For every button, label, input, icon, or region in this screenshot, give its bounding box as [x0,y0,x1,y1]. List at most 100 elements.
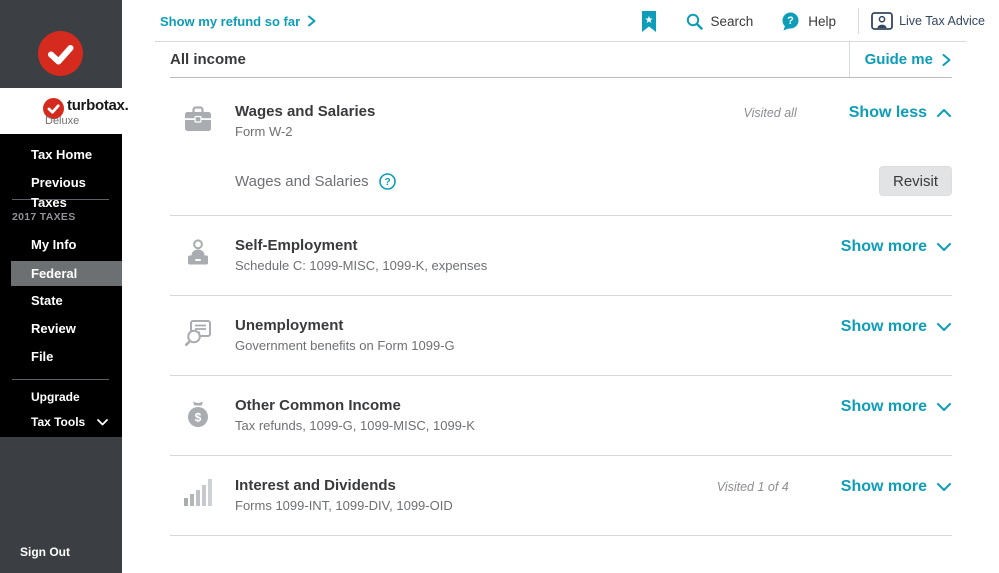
briefcase-icon [183,105,213,133]
row-right: Visited all Show less [743,104,952,122]
show-more-link[interactable]: Show more [841,238,952,256]
chevron-right-icon [308,15,316,27]
help-circle-icon[interactable]: ? [378,172,396,190]
show-refund-link[interactable]: Show my refund so far [160,14,317,29]
visited-status: Visited all [743,106,797,120]
logo-title: turbotax. [67,97,129,114]
live-tax-advice-button[interactable]: Live Tax Advice [871,12,985,30]
chevron-right-icon [942,53,951,66]
row-text: Unemployment Government benefits on Form… [235,317,455,354]
income-subtitle: Schedule C: 1099-MISC, 1099-K, expenses [235,258,488,273]
chevron-down-icon [937,483,951,491]
income-subtitle: Form W-2 [235,124,293,139]
row-main: Wages and Salaries Form W-2 Visited all … [170,103,952,140]
page-header: All income Guide me [170,42,952,78]
row-text: Other Common Income Tax refunds, 1099-G,… [235,397,475,434]
toggle-label: Show more [840,478,927,495]
chevron-down-icon [937,323,951,331]
show-more-link[interactable]: Show more [841,318,952,336]
row-right: Visited 1 of 4 Show more [717,478,952,496]
row-main: Interest and Dividends Forms 1099-INT, 1… [170,477,952,514]
sub-item-label: Wages and Salaries [235,172,369,190]
money-bag-icon: $ [183,399,213,428]
sidebar-item-upgrade[interactable]: Upgrade [31,390,80,404]
income-category-list: Wages and Salaries Form W-2 Visited all … [170,78,952,536]
turbotax-logo: turbotax. Deluxe [0,88,129,134]
row-main: $ Other Common Income Tax refunds, 1099-… [170,397,952,434]
income-row-other-common: $ Other Common Income Tax refunds, 1099-… [170,376,952,456]
sidebar-item-state[interactable]: State [31,293,63,308]
tax-tools-label: Tax Tools [31,415,86,429]
sidebar-divider [12,379,109,380]
income-subtitle: Tax refunds, 1099-G, 1099-MISC, 1099-K [235,418,475,433]
income-subtitle: Forms 1099-INT, 1099-DIV, 1099-OID [235,498,453,513]
toggle-label: Show more [840,318,927,335]
revisit-button[interactable]: Revisit [879,166,952,196]
chevron-up-icon [937,109,951,117]
income-title: Self-Employment [235,237,358,254]
sidebar-divider [12,199,109,200]
income-row-interest-dividends: Interest and Dividends Forms 1099-INT, 1… [170,456,952,536]
guide-me-label: Guide me [864,51,933,68]
sidebar-item-file[interactable]: File [31,349,54,364]
topbar-actions: ★ Search ? Help [641,8,985,34]
document-search-icon [183,319,213,347]
show-less-link[interactable]: Show less [849,104,952,122]
income-title: Unemployment [235,317,344,334]
svg-text:$: $ [195,411,202,425]
chevron-down-icon [97,418,108,425]
help-icon: ? [782,12,799,30]
chevron-down-icon [937,243,951,251]
row-main: Self-Employment Schedule C: 1099-MISC, 1… [170,237,952,274]
show-refund-label: Show my refund so far [160,13,301,29]
brand-check-logo [0,0,122,88]
bookmark-icon[interactable]: ★ [641,10,656,32]
show-more-link[interactable]: Show more [841,398,952,416]
income-subtitle: Government benefits on Form 1099-G [235,338,455,353]
help-label: Help [808,13,837,29]
search-icon [686,13,703,30]
sign-out-button[interactable]: Sign Out [20,545,70,559]
toggle-label: Show less [848,104,927,121]
sidebar-item-tax-home[interactable]: Tax Home [31,147,93,162]
svg-text:★: ★ [644,15,653,26]
live-tax-advice-label: Live Tax Advice [899,14,985,28]
income-title: Wages and Salaries [235,103,376,120]
advisor-icon [871,12,893,30]
bar-chart-icon [183,479,213,506]
sidebar-item-federal[interactable]: Federal [11,261,122,286]
topbar-divider [858,8,860,34]
checkmark-icon [43,98,64,119]
sidebar-item-my-info[interactable]: My Info [31,237,77,252]
svg-text:?: ? [787,15,794,27]
show-more-link[interactable]: Show more [841,478,952,496]
logo-subtitle: Deluxe [45,115,80,127]
sidebar-footer: Sign Out [0,437,122,573]
sidebar-item-previous-taxes[interactable]: Previous Taxes [31,175,86,210]
row-right: Show more [841,398,952,416]
guide-me-section: Guide me [848,42,952,77]
income-row-wages: Wages and Salaries Form W-2 Visited all … [170,78,952,216]
topbar: Show my refund so far ★ Search [122,0,999,42]
sidebar-item-review[interactable]: Review [31,321,76,336]
row-text: Interest and Dividends Forms 1099-INT, 1… [235,477,453,514]
search-button[interactable]: Search [686,13,754,30]
sidebar-item-tax-tools[interactable]: Tax Tools [0,413,122,431]
checkmark-icon [38,31,83,76]
person-laptop-icon [183,239,213,266]
page-title: All income [170,51,246,68]
visited-status: Visited 1 of 4 [716,480,789,494]
svg-text:?: ? [384,177,390,188]
sidebar-nav: Tax Home Previous Taxes 2017 TAXES My In… [0,134,122,437]
guide-me-link[interactable]: Guide me [865,51,952,68]
row-text: Wages and Salaries Form W-2 [235,103,375,140]
search-label: Search [710,13,754,29]
help-button[interactable]: ? Help [781,12,836,31]
income-row-unemployment: Unemployment Government benefits on Form… [170,296,952,376]
row-main: Unemployment Government benefits on Form… [170,317,952,354]
toggle-label: Show more [840,398,927,415]
sidebar-section-label: 2017 TAXES [12,211,76,223]
topbar-bottom-divider [155,41,966,42]
row-right: Show more [841,318,952,336]
income-title: Interest and Dividends [235,477,396,494]
